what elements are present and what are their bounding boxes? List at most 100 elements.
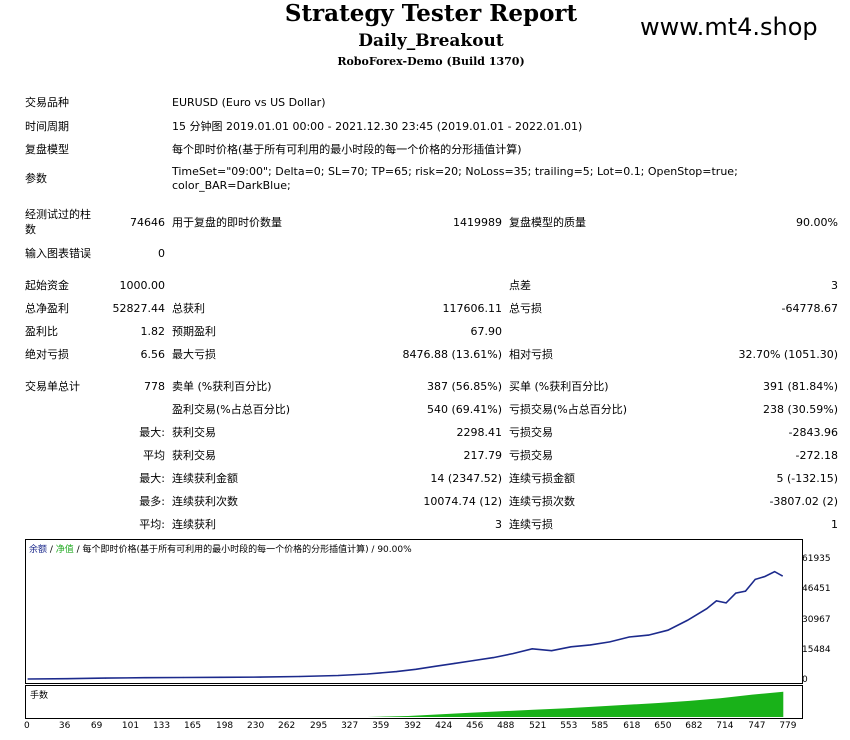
balance-point — [715, 600, 718, 602]
average-consecutive-losses-label: 连续亏损 — [509, 518, 553, 531]
x-tick-label: 69 — [90, 721, 103, 731]
maximal-drawdown-value: 8476.88 (13.61%) — [402, 348, 502, 361]
expected-payoff-label: 预期盈利 — [172, 325, 216, 338]
x-tick-label: 198 — [215, 721, 234, 731]
lots-chart-svg — [28, 691, 784, 717]
balance-point — [512, 653, 514, 655]
loss-trades-label: 亏损交易(%占总百分比) — [509, 403, 628, 416]
net-profit-value: 52827.44 — [112, 302, 166, 315]
largest-profit-label: 获利交易 — [172, 426, 216, 439]
legend-description: / 每个即时价格(基于所有可利用的最小时段的每一个价格的分形插值计算) / 90… — [73, 545, 412, 555]
ea-name: Daily_Breakout — [358, 31, 504, 51]
balance-point — [66, 678, 68, 680]
model-label: 复盘模型 — [25, 143, 69, 156]
y-tick-label: 46451 — [802, 584, 831, 595]
lots-label: 手数 — [30, 691, 49, 701]
balance-chart: 余额 / 净值 / 每个即时价格(基于所有可利用的最小时段的每一个价格的分形插值… — [25, 539, 803, 684]
profit-trades-label: 盈利交易(%占总百分比) — [172, 403, 291, 416]
server-build: RoboForex-Demo (Build 1370) — [337, 55, 525, 68]
balance-point — [337, 674, 339, 677]
gross-profit-label: 总获利 — [172, 302, 205, 315]
balance-point — [744, 590, 747, 592]
x-tick-label: 165 — [183, 721, 202, 731]
legend-separator: / — [47, 545, 56, 555]
balance-point — [415, 668, 417, 670]
balance-point — [764, 575, 766, 578]
gross-loss-value: -64778.67 — [781, 302, 838, 315]
balance-point — [27, 678, 29, 680]
params-label: 参数 — [25, 172, 47, 185]
max-consecutive-prefix: 最大: — [139, 472, 165, 485]
max-consecutive-losses-label: 连续亏损金额 — [509, 472, 575, 485]
deposit-value: 1000.00 — [119, 279, 166, 292]
errors-value: 0 — [158, 247, 165, 260]
balance-point — [221, 676, 223, 678]
balance-point — [774, 571, 776, 573]
x-tick-label: 424 — [435, 721, 453, 731]
balance-point — [434, 665, 436, 667]
balance-point — [781, 575, 784, 577]
absolute-drawdown-value: 6.56 — [140, 348, 166, 361]
x-tick-label: 747 — [748, 721, 766, 731]
short-positions-value: 387 (56.85%) — [426, 380, 502, 393]
balance-point — [298, 675, 301, 678]
loss-trades-value: 238 (30.59%) — [762, 403, 838, 416]
x-tick-label: 262 — [278, 721, 296, 731]
lots-chart: 手数 — [25, 685, 803, 719]
average-consecutive-wins-value: 3 — [495, 518, 502, 531]
x-tick-label: 521 — [529, 721, 547, 731]
profit-trades-value: 540 (69.41%) — [426, 403, 502, 416]
deposit-label: 起始资金 — [25, 279, 69, 292]
largest-loss-label: 亏损交易 — [509, 426, 553, 439]
balance-point — [589, 644, 592, 646]
x-tick-label: 327 — [341, 721, 359, 731]
bars-value: 74646 — [130, 216, 165, 229]
profit-factor-value: 1.82 — [140, 325, 166, 338]
watermark: www.mt4.shop — [640, 13, 818, 41]
balance-point — [754, 578, 756, 580]
x-tick-label: 359 — [372, 721, 390, 731]
maximal-drawdown-label: 最大亏损 — [172, 348, 216, 361]
relative-drawdown-label: 相对亏损 — [509, 348, 553, 361]
average-loss-value: -272.18 — [795, 449, 838, 462]
x-tick-label: 488 — [497, 721, 515, 731]
balance-point — [551, 650, 553, 652]
most-consecutive-losses-value: -3807.02 (2) — [769, 495, 838, 508]
x-tick-label: 585 — [591, 721, 609, 731]
average-consecutive-losses-value: 1 — [831, 518, 838, 531]
balance-point — [366, 673, 368, 675]
balance-point — [609, 641, 611, 643]
x-tick-label: 36 — [58, 721, 71, 731]
largest-prefix: 最大: — [139, 426, 165, 439]
y-tick-label: 61935 — [802, 554, 831, 564]
average-consecutive-wins-label: 连续获利 — [172, 518, 216, 531]
largest-loss-value: -2843.96 — [788, 426, 838, 439]
x-tick-label: 779 — [779, 721, 797, 731]
y-tick-label: 0 — [802, 675, 808, 685]
balance-point — [628, 636, 630, 638]
x-tick-label: 392 — [404, 721, 422, 731]
most-prefix: 最多: — [139, 495, 165, 508]
params-line-1: TimeSet="09:00"; Delta=0; SL=70; TP=65; … — [172, 165, 738, 178]
average-profit-value: 217.79 — [463, 449, 503, 462]
spread-label: 点差 — [509, 279, 531, 292]
y-tick-label: 15484 — [802, 644, 831, 655]
gross-loss-label: 总亏损 — [509, 302, 542, 315]
period-value: 15 分钟图 2019.01.01 00:00 - 2021.12.30 23:… — [172, 120, 583, 133]
largest-profit-value: 2298.41 — [456, 426, 503, 439]
net-profit-label: 总净盈利 — [25, 302, 69, 315]
expected-payoff-value: 67.90 — [470, 325, 503, 338]
balance-point — [648, 634, 650, 636]
symbol-value: EURUSD (Euro vs US Dollar) — [172, 96, 326, 109]
balance-point — [143, 677, 145, 679]
legend-equity: 净值 — [55, 545, 74, 555]
average-profit-label: 获利交易 — [172, 449, 216, 462]
balance-chart-svg — [27, 570, 784, 680]
lots-area — [28, 691, 784, 717]
x-tick-label: 553 — [560, 721, 578, 731]
period-label: 时间周期 — [25, 120, 69, 133]
x-tick-label: 618 — [623, 721, 641, 731]
balance-point — [686, 619, 688, 621]
gross-profit-value: 117606.11 — [442, 302, 503, 315]
quality-value: 90.00% — [796, 216, 838, 229]
